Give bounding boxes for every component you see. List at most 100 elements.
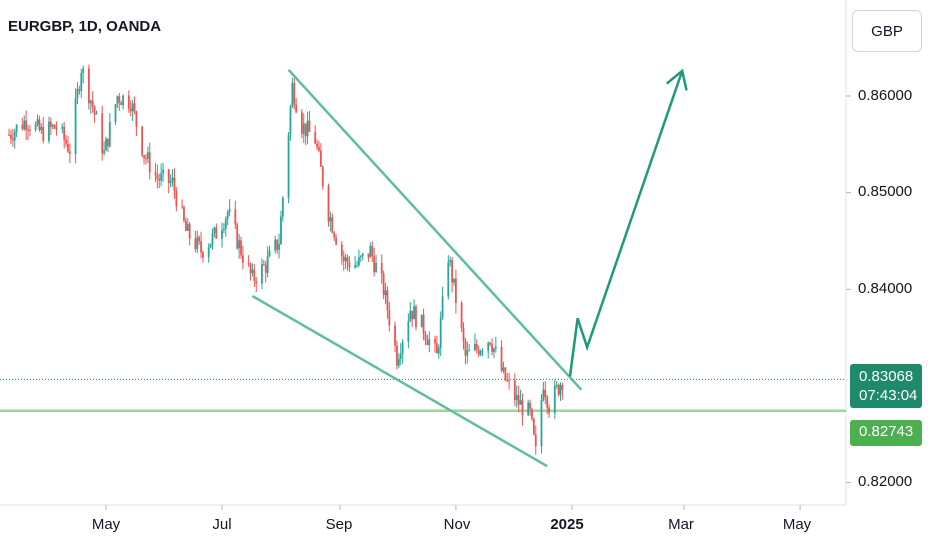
candle-body <box>493 348 495 352</box>
candle-body <box>167 169 170 184</box>
candle-body <box>291 82 294 107</box>
support-level-label: 0.82743 <box>850 420 922 446</box>
candle-body <box>268 250 271 257</box>
candle-body <box>479 351 482 355</box>
candle-body <box>29 129 31 131</box>
candle-body <box>8 134 10 136</box>
candle-body <box>340 244 343 257</box>
candle-body <box>160 173 163 181</box>
candle-body <box>407 321 410 342</box>
candle-body <box>65 139 67 144</box>
last-price-label: 0.83068 07:43:04 <box>850 364 922 408</box>
candle-body <box>384 290 387 296</box>
candle-body <box>156 174 159 180</box>
candle-body <box>302 123 305 134</box>
candle-body <box>255 281 258 284</box>
candle-body <box>162 169 164 174</box>
candle-body <box>500 346 503 371</box>
candle-body <box>103 150 105 154</box>
price-tick: 0.86000 <box>858 87 913 104</box>
candle-body <box>82 68 85 74</box>
candle-body <box>358 257 360 266</box>
candle-body <box>515 395 518 401</box>
candle-body <box>548 407 550 414</box>
candle-body <box>107 138 109 147</box>
candle-body <box>441 296 444 318</box>
candle-body <box>397 358 400 366</box>
currency-button[interactable]: GBP <box>852 10 922 52</box>
candle-body <box>93 106 96 115</box>
candle-body <box>202 252 204 258</box>
candle-body <box>487 342 490 352</box>
candle-body <box>308 120 311 132</box>
candle-body <box>494 346 497 349</box>
symbol-title[interactable]: EURGBP, 1D, OANDA <box>8 18 162 35</box>
candle-body <box>36 119 39 125</box>
candle-body <box>27 129 29 131</box>
candle-body <box>129 108 132 112</box>
candle-body <box>331 217 334 233</box>
candle-body <box>173 177 176 192</box>
candle-body <box>477 349 480 355</box>
candle-body <box>335 237 337 245</box>
time-tick: Jul <box>212 516 232 533</box>
candle-body <box>68 151 71 155</box>
candle-body <box>327 186 330 222</box>
candle-body <box>13 131 16 141</box>
candle-body <box>11 138 14 141</box>
candle-body <box>23 120 26 130</box>
time-tick-year: 2025 <box>550 516 584 533</box>
candle-body <box>399 353 402 359</box>
candle-body <box>354 265 357 268</box>
candle-body <box>63 126 66 140</box>
candle-body <box>466 350 469 356</box>
candle-body <box>411 310 414 320</box>
candle-body <box>439 317 442 348</box>
candle-body <box>453 278 455 283</box>
candle-body <box>181 206 183 208</box>
candle-body <box>196 237 199 250</box>
candle-body <box>489 342 492 345</box>
candle-body <box>276 239 279 250</box>
candle-body <box>209 243 212 248</box>
candle-body <box>135 111 138 127</box>
candle-body <box>491 344 493 352</box>
candle-body <box>280 216 282 245</box>
candle-body <box>228 209 231 213</box>
candle-body <box>242 255 244 263</box>
price-tick: 0.84000 <box>858 280 913 297</box>
candle-body <box>451 260 453 283</box>
candle-body <box>464 341 467 356</box>
candle-body <box>367 253 370 258</box>
candle-body <box>234 209 237 225</box>
candle-body <box>127 95 130 109</box>
candle-body <box>287 134 290 198</box>
candle-body <box>434 339 436 344</box>
candle-body <box>304 123 307 137</box>
candle-body <box>249 263 252 273</box>
last-price-value: 0.83068 <box>859 368 914 385</box>
candle-body <box>475 343 478 350</box>
candle-body <box>519 400 522 405</box>
candle-body <box>224 218 227 229</box>
candle-body <box>373 256 376 272</box>
candle-body <box>211 233 214 244</box>
candle-body <box>114 104 117 123</box>
candle-body <box>546 396 549 408</box>
candle-body <box>95 113 98 115</box>
candle-body <box>266 256 269 273</box>
candle-body <box>462 328 465 342</box>
candle-body <box>183 207 185 221</box>
candle-body <box>318 147 320 151</box>
candle-body <box>120 102 123 106</box>
candle-body <box>508 380 511 382</box>
candle-body <box>146 152 149 159</box>
candle-body <box>409 310 412 322</box>
candle-body <box>221 230 223 239</box>
candle-body <box>481 351 484 353</box>
time-tick: Sep <box>325 516 353 533</box>
candle-body <box>42 126 45 141</box>
candle-body <box>215 227 218 239</box>
